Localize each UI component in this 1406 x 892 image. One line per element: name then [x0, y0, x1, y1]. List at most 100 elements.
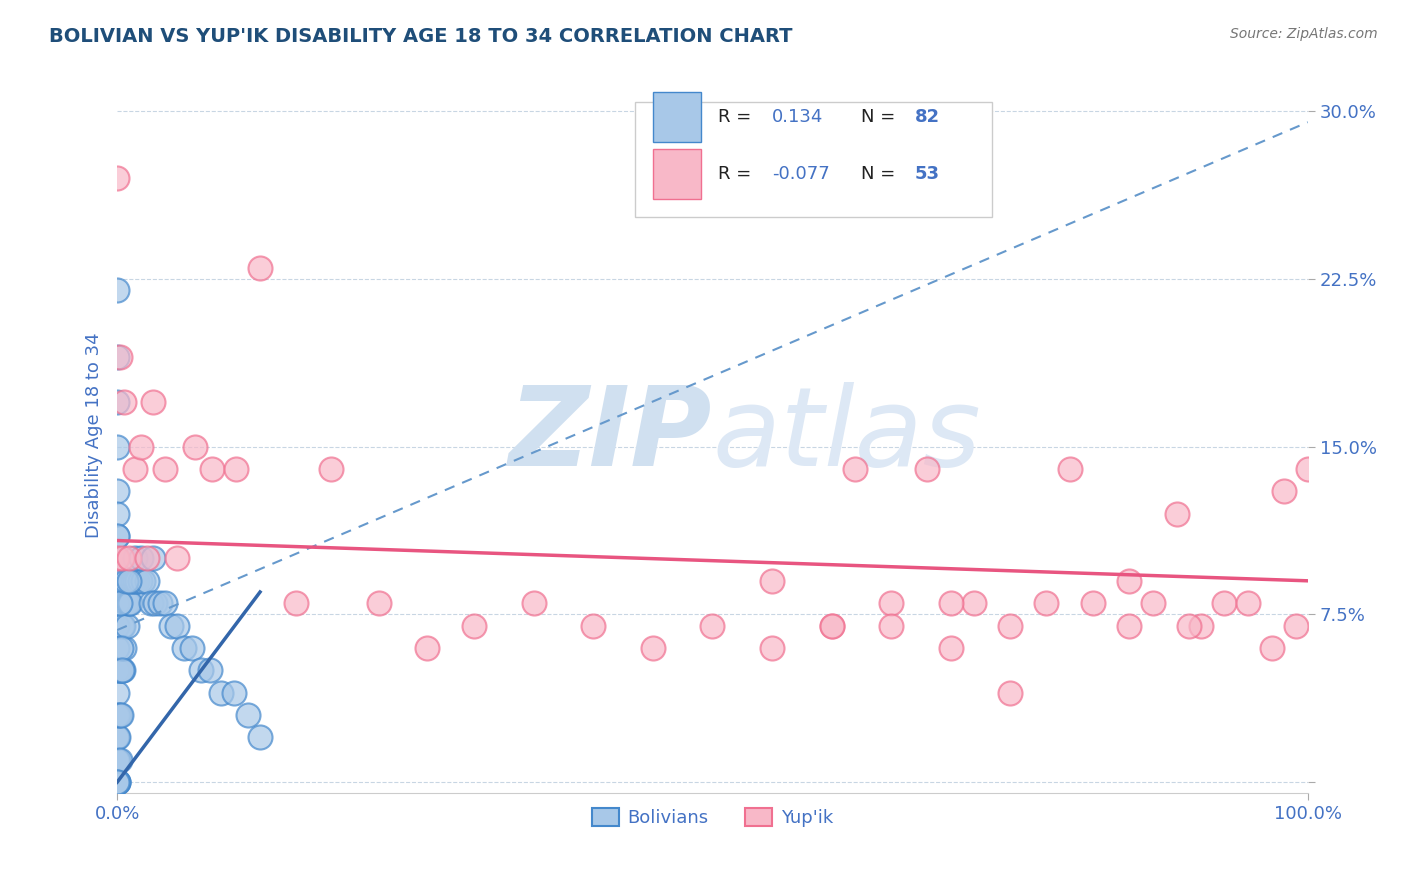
Point	[108, 596, 131, 610]
Point	[173, 640, 195, 655]
Point	[998, 618, 1021, 632]
Point	[118, 551, 141, 566]
Point	[129, 551, 152, 566]
Text: N =: N =	[862, 108, 901, 126]
Point	[201, 462, 224, 476]
Point	[136, 551, 159, 566]
Point	[118, 574, 141, 588]
Point	[321, 462, 343, 476]
Bar	[652, 92, 700, 142]
Point	[105, 350, 128, 364]
Text: 82: 82	[915, 108, 941, 126]
Point	[236, 708, 259, 723]
Point	[1261, 640, 1284, 655]
Point	[105, 440, 128, 454]
Point	[128, 574, 150, 588]
Point	[124, 551, 146, 566]
Point	[108, 596, 131, 610]
Point	[107, 775, 129, 789]
Point	[105, 507, 128, 521]
Point	[183, 440, 205, 454]
Point	[105, 686, 128, 700]
Point	[114, 596, 136, 610]
Point	[105, 775, 128, 789]
Point	[112, 394, 135, 409]
Point	[222, 686, 245, 700]
Point	[153, 462, 176, 476]
Text: Source: ZipAtlas.com: Source: ZipAtlas.com	[1230, 27, 1378, 41]
Point	[105, 663, 128, 677]
Point	[582, 618, 605, 632]
Point	[111, 618, 134, 632]
Point	[190, 663, 212, 677]
Point	[105, 618, 128, 632]
Point	[118, 596, 141, 610]
Text: 53: 53	[915, 165, 939, 183]
Point	[523, 596, 546, 610]
Point	[108, 708, 131, 723]
Point	[107, 708, 129, 723]
Point	[129, 440, 152, 454]
Point	[225, 462, 247, 476]
Point	[761, 574, 783, 588]
Point	[114, 574, 136, 588]
Point	[463, 618, 485, 632]
Point	[105, 171, 128, 186]
Point	[1285, 618, 1308, 632]
Point	[105, 574, 128, 588]
Bar	[652, 149, 700, 199]
Point	[820, 618, 842, 632]
Point	[249, 260, 271, 275]
Point	[939, 640, 962, 655]
Point	[105, 753, 128, 767]
Point	[198, 663, 221, 677]
Point	[1189, 618, 1212, 632]
Point	[166, 618, 188, 632]
Point	[105, 529, 128, 543]
Point	[209, 686, 232, 700]
Point	[880, 618, 903, 632]
Point	[110, 640, 132, 655]
Point	[105, 775, 128, 789]
Point	[844, 462, 866, 476]
Point	[105, 596, 128, 610]
Point	[108, 350, 131, 364]
Point	[139, 596, 162, 610]
Point	[110, 574, 132, 588]
Point	[111, 551, 134, 566]
Point	[110, 708, 132, 723]
Point	[1035, 596, 1057, 610]
Point	[115, 618, 138, 632]
Point	[107, 731, 129, 745]
Legend: Bolivians, Yup'ik: Bolivians, Yup'ik	[585, 801, 841, 834]
Text: N =: N =	[862, 165, 901, 183]
Point	[136, 574, 159, 588]
Point	[105, 640, 128, 655]
Point	[105, 551, 128, 566]
Point	[153, 596, 176, 610]
Point	[1142, 596, 1164, 610]
Point	[1177, 618, 1199, 632]
Point	[1296, 462, 1319, 476]
Point	[249, 731, 271, 745]
Point	[117, 596, 139, 610]
Point	[107, 775, 129, 789]
Point	[105, 529, 128, 543]
Point	[105, 484, 128, 499]
Point	[143, 596, 166, 610]
Point	[1118, 618, 1140, 632]
Point	[105, 708, 128, 723]
Point	[105, 283, 128, 297]
Point	[820, 618, 842, 632]
Point	[105, 753, 128, 767]
Point	[107, 753, 129, 767]
Point	[105, 775, 128, 789]
Text: R =: R =	[718, 165, 758, 183]
Point	[105, 551, 128, 566]
Point	[1118, 574, 1140, 588]
Text: 0.134: 0.134	[772, 108, 824, 126]
Point	[111, 663, 134, 677]
Point	[108, 663, 131, 677]
Point	[641, 640, 664, 655]
Point	[702, 618, 724, 632]
